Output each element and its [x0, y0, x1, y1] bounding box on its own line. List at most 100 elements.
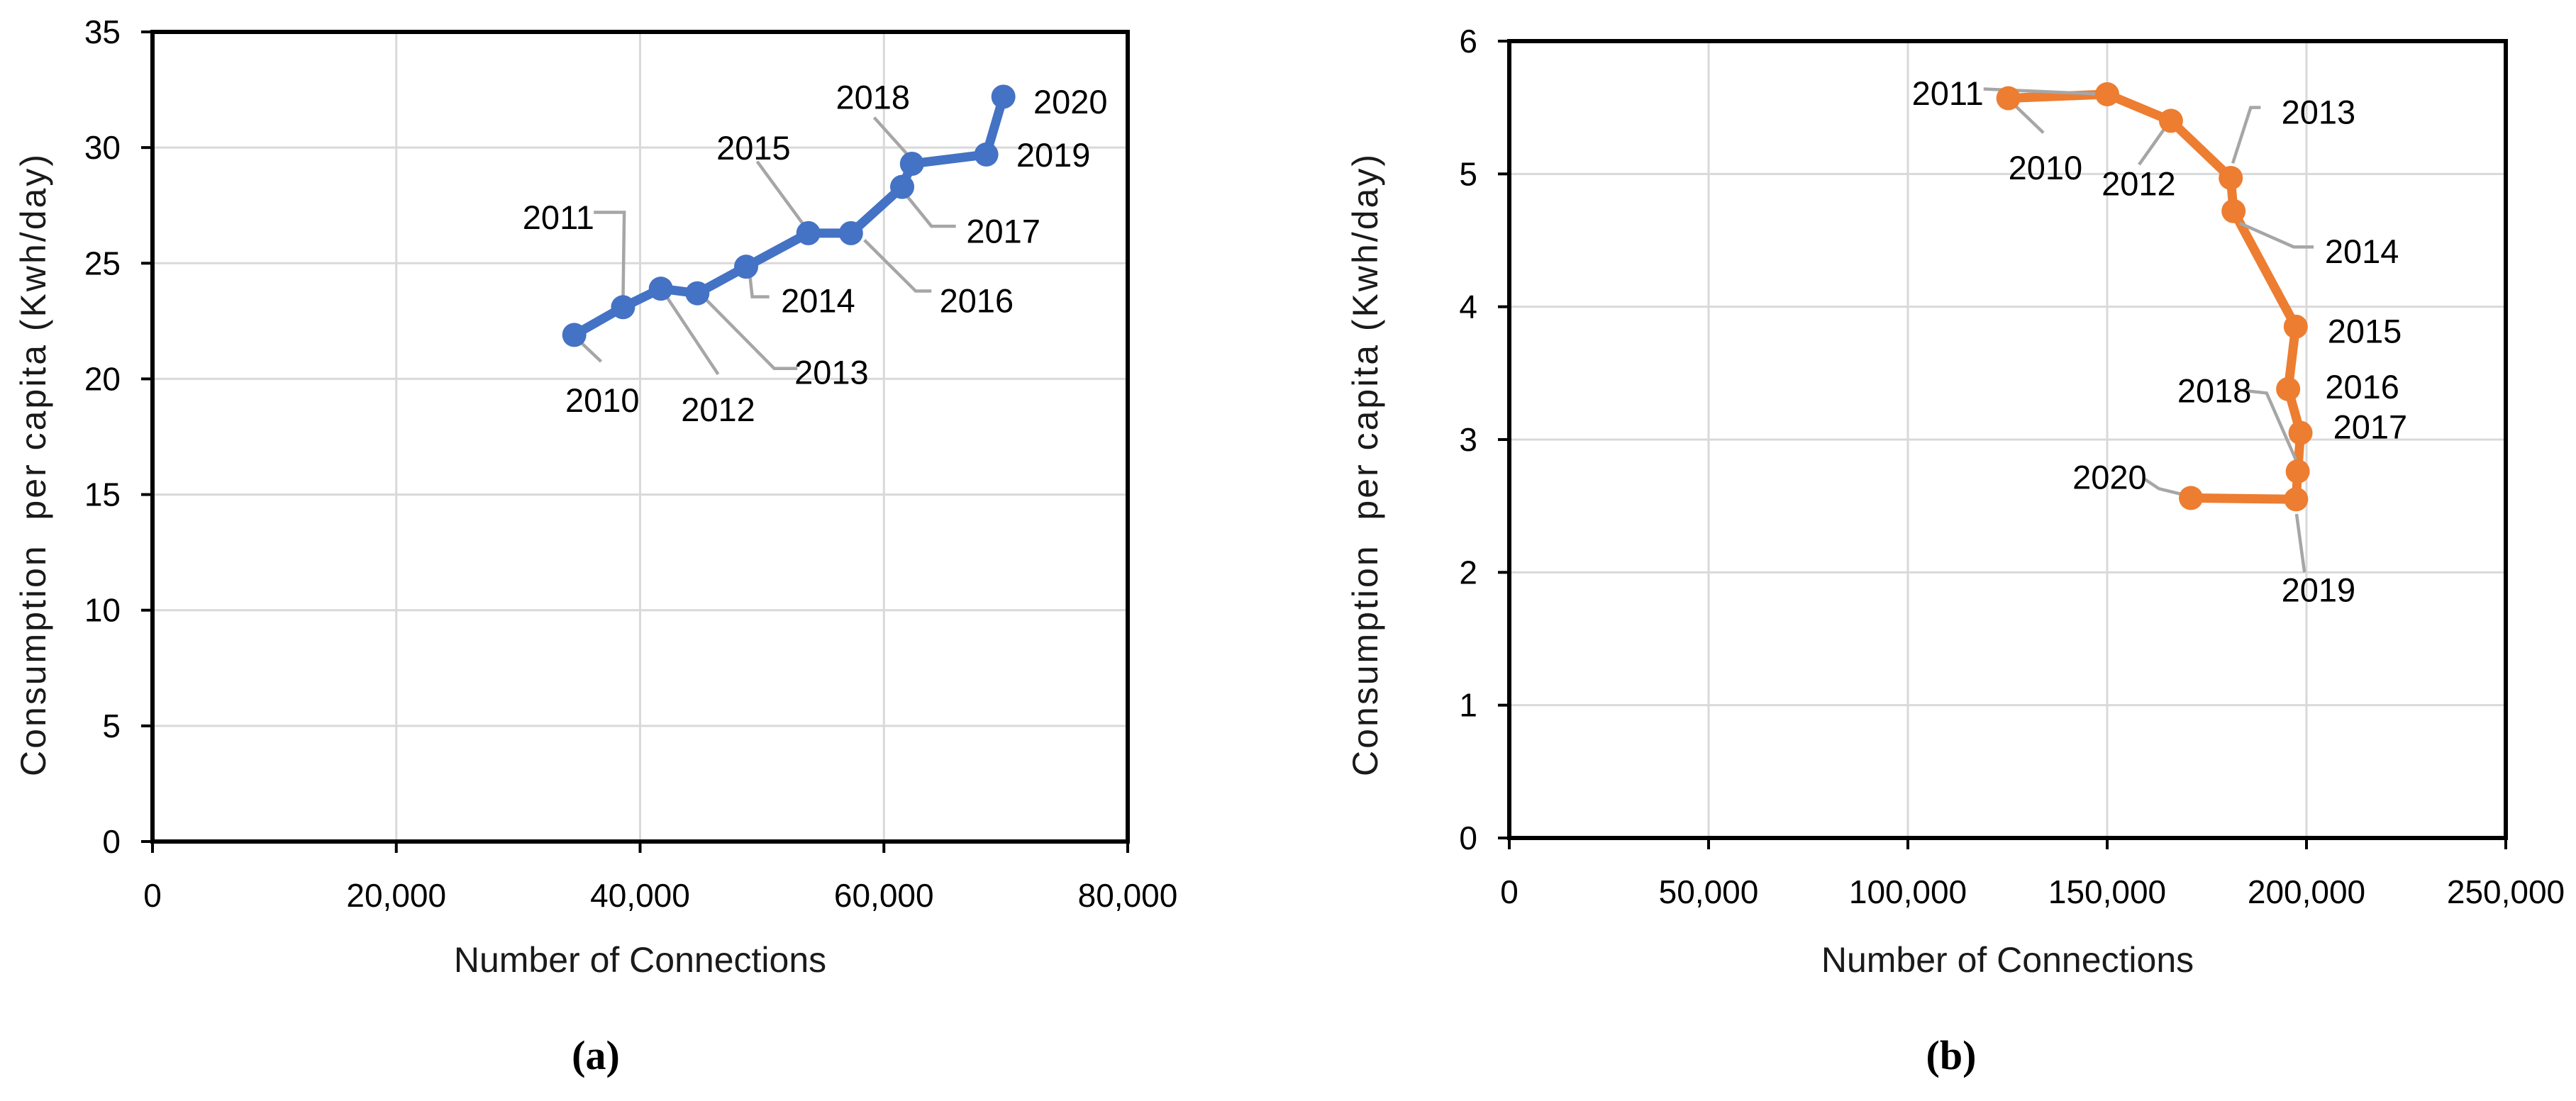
x-tick-label-40000: 40,000 — [590, 877, 690, 914]
y-tick-label-3: 3 — [1459, 421, 1477, 458]
gridlines — [1509, 41, 2506, 838]
year-label-2019: 2019 — [1016, 136, 1091, 174]
year-label-2016: 2016 — [940, 281, 1014, 319]
year-label-2018: 2018 — [836, 78, 911, 116]
x-tick-label-50000: 50,000 — [1659, 873, 1759, 910]
leader-2019 — [2294, 513, 2306, 573]
year-label-2014: 2014 — [2325, 233, 2399, 270]
panel-caption-a: (a) — [572, 1032, 620, 1078]
y-tick-label-1: 1 — [1459, 687, 1477, 724]
x-tick-label-150000: 150,000 — [2048, 873, 2166, 910]
y-tick-label-10: 10 — [84, 592, 121, 629]
x-tick-label-20000: 20,000 — [346, 877, 446, 914]
leader-2010 — [2010, 101, 2045, 134]
year-labels: 2010201120122013201420152016201720182019… — [1912, 74, 2408, 609]
year-label-2012: 2012 — [681, 391, 755, 428]
y-tick-label-5: 5 — [1459, 155, 1477, 192]
leader-2018 — [872, 116, 911, 158]
y-tick-label-25: 25 — [84, 245, 121, 281]
x-tick-label-250000: 250,000 — [2447, 873, 2565, 910]
x-axis-title-b: Number of Connections — [1821, 940, 2194, 980]
leader-2013 — [2231, 106, 2261, 164]
y-tick-label-0: 0 — [102, 823, 121, 860]
y-tick-label-2: 2 — [1459, 554, 1477, 591]
data-markers — [1996, 82, 2313, 512]
leader-lines — [1983, 87, 2314, 573]
year-label-2020: 2020 — [1033, 83, 1108, 121]
y-tick-label-30: 30 — [84, 129, 121, 166]
leader-2017 — [906, 195, 956, 228]
leader-2014 — [2238, 221, 2314, 249]
year-label-2013: 2013 — [794, 354, 869, 391]
x-axis-title-a: Number of Connections — [453, 940, 827, 980]
year-label-2014: 2014 — [781, 281, 855, 319]
data-markers — [562, 84, 1016, 347]
plot-border — [150, 30, 1130, 844]
data-point-2016 — [2276, 376, 2301, 401]
data-point-2016 — [838, 220, 863, 245]
data-point-2017 — [2288, 420, 2313, 445]
x-tick-label-60000: 60,000 — [834, 877, 934, 914]
y-tick-label-4: 4 — [1459, 289, 1477, 325]
y-tick-label-20: 20 — [84, 360, 121, 397]
data-point-2011 — [2095, 82, 2119, 106]
leader-2020 — [2142, 476, 2187, 497]
chart-b-plot: 0 50,000 100,000 150,000 200,000 250,000 0 1 2 3 4… — [1459, 23, 2565, 910]
data-point-2017 — [890, 174, 915, 199]
x-tick-label-0: 0 — [143, 877, 162, 914]
x-tick-label-100000: 100,000 — [1849, 873, 1967, 910]
year-label-2017: 2017 — [966, 213, 1040, 250]
year-label-2010: 2010 — [565, 381, 640, 419]
panel-caption-b: (b) — [1926, 1032, 1977, 1078]
leader-2013 — [699, 292, 798, 370]
year-label-2015: 2015 — [716, 129, 791, 167]
data-point-2019 — [2284, 487, 2309, 512]
data-point-2019 — [974, 142, 999, 167]
leader-2014 — [748, 274, 770, 298]
data-point-2018 — [899, 151, 924, 176]
data-point-2012 — [2158, 108, 2183, 133]
data-point-2020 — [991, 84, 1016, 109]
data-point-2014 — [734, 255, 759, 279]
leader-lines — [574, 116, 956, 376]
data-point-2014 — [2221, 199, 2246, 223]
data-point-2015 — [796, 220, 821, 245]
leader-2012 — [660, 289, 720, 376]
y-tick-label-15: 15 — [84, 476, 121, 513]
year-label-2010: 2010 — [2009, 149, 2083, 186]
year-label-2018: 2018 — [2177, 372, 2252, 410]
data-point-2012 — [648, 276, 673, 301]
plot-border — [1507, 39, 2508, 840]
year-label-2011: 2011 — [1912, 74, 1984, 112]
x-tick-label-200000: 200,000 — [2248, 873, 2365, 910]
year-label-2011: 2011 — [523, 199, 594, 236]
y-tick-label-5: 5 — [102, 708, 121, 744]
year-label-2013: 2013 — [2282, 93, 2356, 130]
year-labels: 2010 2011 2012 2013 2014 2015 2016 2017 2018 2019… — [523, 78, 1108, 427]
gridlines — [152, 32, 1128, 842]
y-tick-label-35: 35 — [84, 13, 121, 50]
leader-2016 — [863, 239, 932, 293]
data-point-2010 — [562, 323, 587, 347]
leader-2015 — [755, 160, 806, 228]
year-label-2019: 2019 — [2282, 571, 2356, 609]
data-point-2013 — [2219, 165, 2243, 190]
year-label-2016: 2016 — [2325, 368, 2399, 406]
tick-labels: 0 50,000 100,000 150,000 200,000 250,000 0 1 2 3 4… — [1459, 23, 2565, 910]
chart-a-plot: 0 20,000 40,000 60,000 80,000 0 5 10 15 20 25 30 35 2… — [84, 13, 1178, 914]
data-point-2013 — [685, 281, 710, 306]
year-label-2015: 2015 — [2328, 312, 2402, 350]
year-label-2012: 2012 — [2102, 164, 2176, 202]
y-axis-title-b: Consumption per capita (Kwh/day) — [1345, 152, 1385, 776]
data-point-2018 — [2285, 459, 2310, 484]
y-tick-label-0: 0 — [1459, 820, 1477, 856]
tick-labels: 0 20,000 40,000 60,000 80,000 0 5 10 15 20 25 30 35 — [84, 13, 1178, 914]
data-point-2015 — [2283, 314, 2308, 339]
y-axis-title-a: Consumption per capita (Kwh/day) — [13, 152, 53, 776]
data-point-2011 — [611, 295, 635, 320]
x-tick-label-80000: 80,000 — [1078, 877, 1178, 914]
data-point-2020 — [2179, 486, 2204, 510]
leader-2011 — [594, 211, 626, 301]
x-tick-label-0: 0 — [1500, 873, 1519, 910]
